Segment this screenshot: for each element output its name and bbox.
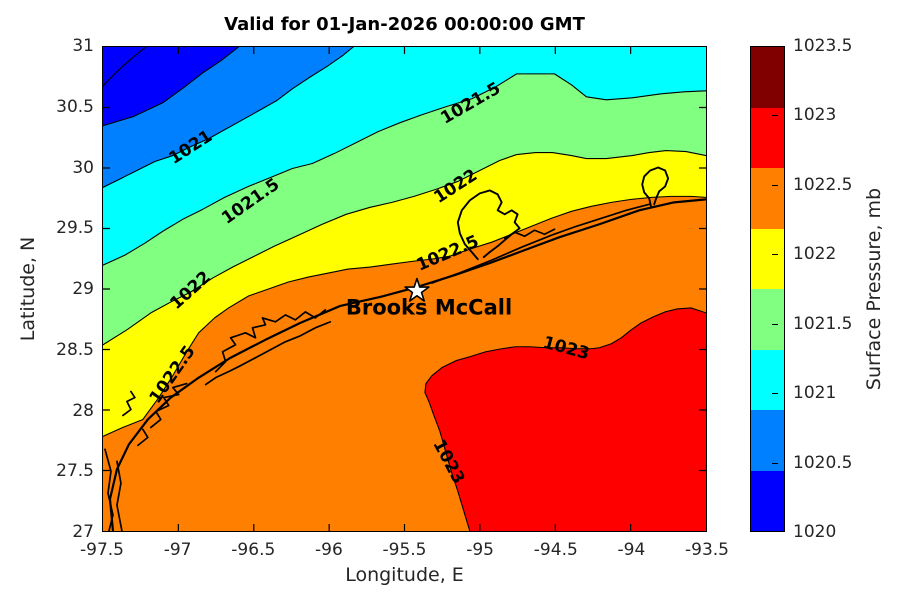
colorbar-tick-label: 1022 (793, 244, 837, 265)
colorbar-tick (772, 184, 778, 186)
colorbar-tick-label: 1021.5 (793, 313, 853, 334)
colorbar-swatch-1021-5 (751, 289, 784, 350)
y-axis-title: Latitude, N (17, 236, 39, 342)
y-ticks-left (103, 106, 110, 472)
intracoastal-line (431, 203, 651, 284)
contour-lines (103, 47, 706, 531)
y-tick-label: 28 (72, 400, 94, 421)
colorbar-tick (772, 462, 778, 464)
contour-1020-5 (103, 47, 240, 127)
x-tick-label: -95.5 (382, 540, 427, 560)
contour-1022 (103, 150, 706, 346)
contour-map-canvas (103, 47, 706, 531)
y-tick-label: 31 (72, 36, 94, 56)
colorbar-tick-label: 1022.5 (793, 174, 853, 195)
aransas-bay-squiggle (149, 382, 188, 429)
matagorda-bay-squiggle (214, 309, 327, 373)
colorbar (750, 46, 785, 532)
colorbar-tick-label: 1020 (793, 522, 837, 542)
x-tick-label: -96 (315, 540, 343, 560)
x-ticks-bottom (177, 524, 632, 531)
contour-1023 (424, 307, 706, 531)
x-tick-label: -97 (163, 540, 192, 560)
axis-ticks (103, 47, 706, 531)
x-tick-label: -93.5 (685, 540, 729, 560)
x-ticks-top (177, 47, 632, 54)
contour-1021-5 (103, 73, 706, 266)
y-tick-label: 30 (72, 157, 94, 178)
colorbar-swatch-1023 (751, 107, 784, 168)
colorbar-swatch-1022-5 (751, 168, 784, 229)
laguna-madre-line-1 (104, 448, 114, 531)
colorbar-tick (772, 393, 778, 395)
y-tick-label: 27.5 (56, 461, 94, 482)
matagorda-shore-squiggle (204, 321, 332, 386)
colorbar-swatch-1023-5 (751, 47, 784, 108)
aransas-bay-squiggle-2 (137, 428, 149, 447)
colorbar-swatch-1022 (751, 228, 784, 289)
contour-1020 (103, 47, 147, 87)
x-tick-label: -97.5 (80, 540, 124, 560)
y-tick-label: 30.5 (56, 96, 94, 117)
x-axis-title: Longitude, E (345, 564, 464, 586)
coastline (104, 166, 706, 531)
colorbar-tick (772, 323, 778, 325)
x-tick-label: -94.5 (533, 540, 578, 560)
station-star-icon (404, 277, 430, 302)
station-label: Brooks McCall (345, 295, 513, 320)
colorbar-tick-label: 1020.5 (793, 452, 853, 473)
sabine-lake-outline (641, 166, 670, 209)
x-tick-label: -95 (466, 540, 494, 560)
colorbar-tick-label: 1023 (793, 105, 837, 126)
plot-area: 1021 1021.5 1021.5 1022 1022 1022.5 1022… (102, 46, 707, 532)
colorbar-tick (772, 254, 778, 256)
colorbar-tick (772, 115, 778, 117)
san-antonio-bay-squiggle (122, 390, 136, 417)
colorbar-swatch-1020-5 (751, 410, 784, 471)
colorbar-tick-label: 1021 (793, 383, 837, 404)
y-tick-label: 29.5 (56, 218, 94, 239)
colorbar-swatch-1020 (751, 470, 784, 531)
pressure-bands (103, 47, 706, 531)
colorbar-tick-label: 1023.5 (793, 36, 853, 56)
laguna-madre-line-2 (116, 460, 123, 531)
y-ticks-right (699, 106, 706, 472)
y-tick-label: 28.5 (56, 339, 94, 360)
x-tick-label: -94 (617, 540, 646, 560)
contour-1022-5 (103, 195, 706, 437)
galveston-bay-outline (456, 189, 521, 261)
colorbar-axis-title: Surface Pressure, mb (863, 187, 885, 391)
gulf-coast-line (108, 198, 706, 531)
x-tick-label: -96.5 (231, 540, 276, 560)
colorbar-swatch-1021 (751, 349, 784, 410)
contour-1021 (103, 47, 354, 188)
band-1023 (424, 307, 706, 531)
east-bay-squiggle (503, 228, 556, 240)
y-tick-label: 29 (72, 279, 94, 299)
y-tick-label: 27 (72, 522, 94, 542)
plot-title: Valid for 01-Jan-2026 00:00:00 GMT (224, 14, 585, 35)
